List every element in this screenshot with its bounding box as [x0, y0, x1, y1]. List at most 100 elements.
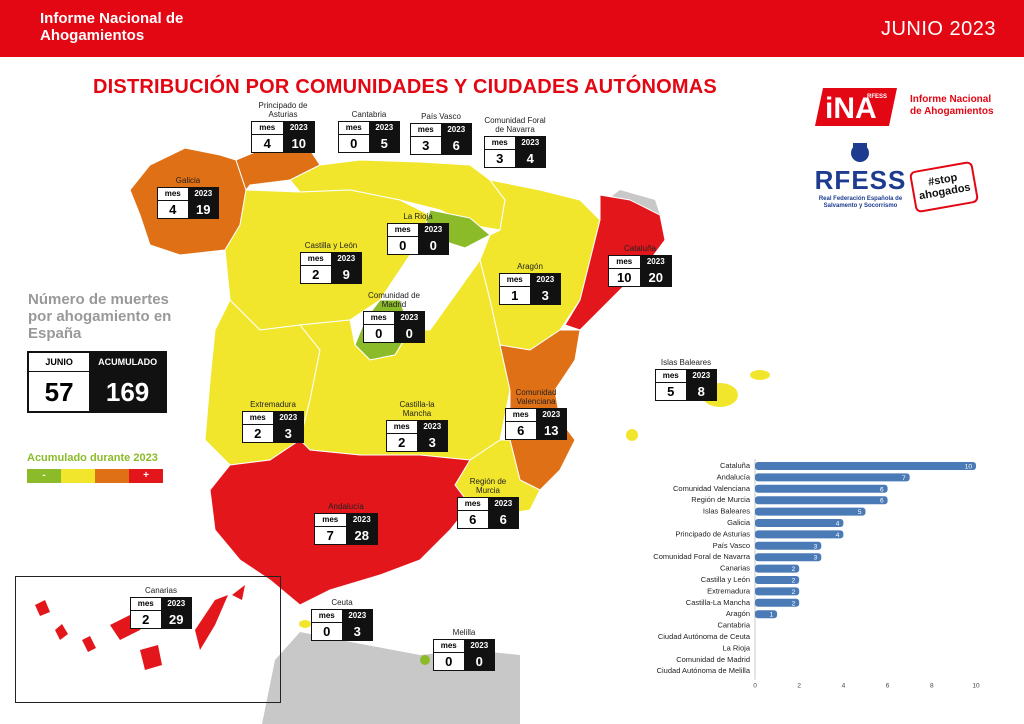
region-table: Castilla y León mes 2023 2 9: [300, 241, 362, 284]
summary-table: JUNIO ACUMULADO 2023 57 169: [27, 351, 167, 413]
region-table: Castilla-la Mancha mes 2023 2 3: [386, 400, 448, 452]
year-header: 2023: [188, 188, 218, 200]
region-values: mes 2023 0 3: [311, 609, 373, 641]
year-value: 19: [188, 200, 218, 218]
ina-mark: iNA: [825, 92, 877, 125]
region-values: mes 2023 7 28: [314, 513, 378, 545]
region-table: Aragón mes 2023 1 3: [499, 262, 561, 305]
mes-value: 2: [131, 610, 162, 628]
region-name: Región de Murcia: [469, 477, 507, 495]
region-name: Principado de Asturias: [258, 101, 308, 119]
bar-category-label: Ciudad Autónoma de Melilla: [657, 666, 751, 675]
region-name: Castilla-la Mancha: [399, 400, 435, 418]
region-values: mes 2023 4 19: [157, 187, 219, 219]
year-header: 2023: [515, 137, 545, 149]
region-name: Cataluña: [623, 244, 657, 253]
bar-category-label: Aragón: [726, 609, 750, 618]
region-table: Comunidad de Madrid mes 2023 0 0: [363, 291, 425, 343]
summary-accum-value: 169: [90, 371, 165, 411]
region-name: Ceuta: [331, 598, 353, 607]
region-shape-canarias-2: [55, 624, 68, 640]
region-values: mes 2023 2 29: [130, 597, 192, 629]
region-table: La Rioja mes 2023 0 0: [387, 212, 449, 255]
region-shape-melilla: [420, 655, 430, 665]
bar-value-label: 2: [792, 578, 796, 585]
rfess-logo: RFESS Real Federación Española de Salvam…: [813, 141, 908, 210]
year-value: 28: [346, 526, 377, 544]
region-values: mes 2023 3 4: [484, 136, 546, 168]
region-values: mes 2023 1 3: [499, 273, 561, 305]
region-values: mes 2023 4 10: [251, 121, 315, 153]
region-name: Canarias: [144, 586, 177, 595]
legend-scale: - +: [27, 469, 163, 483]
region-name: Comunidad Foral de Navarra: [484, 116, 546, 134]
region-values: mes 2023 0 0: [363, 311, 425, 343]
mes-value: 0: [434, 652, 465, 670]
mes-value: 6: [458, 510, 489, 528]
region-values: mes 2023 2 3: [386, 420, 448, 452]
x-tick-label: 0: [753, 683, 757, 690]
bar: [755, 496, 888, 505]
region-name: Galicia: [175, 176, 201, 185]
bar-category-label: Islas Baleares: [703, 507, 750, 516]
summary-month-value: 57: [29, 371, 91, 411]
year-header: 2023: [394, 312, 424, 324]
mes-value: 0: [364, 324, 395, 342]
year-value: 10: [283, 134, 314, 152]
header-bar: Informe Nacional de Ahogamientos JUNIO 2…: [0, 0, 1024, 57]
region-shape-ibiza: [626, 429, 638, 441]
mes-value: 6: [506, 421, 537, 439]
region-table: Comunidad Foral de Navarra mes 2023 3 4: [484, 116, 546, 168]
mes-value: 4: [158, 200, 189, 218]
year-value: 13: [536, 421, 566, 439]
bar-value-label: 2: [792, 600, 796, 607]
legend-title: Acumulado durante 2023: [27, 452, 158, 464]
bar-category-label: Castilla y León: [701, 575, 750, 584]
page-title: DISTRIBUCIÓN POR COMUNIDADES Y CIUDADES …: [93, 76, 717, 98]
region-name: Aragón: [517, 262, 543, 271]
region-table: Cataluña mes 2023 10 20: [608, 244, 672, 287]
year-value: 0: [394, 324, 424, 342]
bar-value-label: 6: [880, 498, 884, 505]
mes-value: 0: [388, 236, 419, 254]
region-table: Cantabria mes 2023 0 5: [338, 110, 400, 153]
mes-header: mes: [500, 274, 531, 286]
region-values: mes 2023 0 0: [387, 223, 449, 255]
bar-value-label: 1: [769, 612, 773, 619]
x-tick-label: 2: [797, 683, 801, 690]
mes-header: mes: [434, 640, 465, 652]
mes-value: 7: [315, 526, 347, 544]
region-name: Extremadura: [250, 400, 296, 409]
year-header: 2023: [441, 124, 471, 136]
region-name: Cantabria: [351, 110, 387, 119]
region-values: mes 2023 5 8: [655, 369, 717, 401]
year-header: 2023: [488, 498, 518, 510]
mes-value: 2: [387, 433, 418, 451]
bar-category-label: Comunidad Valenciana: [673, 484, 751, 493]
bar-category-label: Comunidad Foral de Navarra: [653, 552, 751, 561]
bar: [755, 598, 800, 607]
year-value: 3: [342, 622, 372, 640]
bar-value-label: 3: [814, 555, 818, 562]
year-value: 3: [417, 433, 447, 451]
mes-header: mes: [315, 514, 347, 526]
bar: [755, 587, 800, 596]
rfess-name: RFESS: [814, 165, 907, 195]
year-value: 5: [369, 134, 399, 152]
region-table: Galicia mes 2023 4 19: [157, 176, 219, 219]
region-values: mes 2023 3 6: [410, 123, 472, 155]
region-shape-canarias-3: [82, 636, 96, 652]
region-values: mes 2023 0 0: [433, 639, 495, 671]
x-tick-label: 8: [930, 683, 934, 690]
region-shape-canarias-7: [232, 585, 245, 600]
region-values: mes 2023 6 13: [505, 408, 567, 440]
year-value: 9: [331, 265, 361, 283]
mes-header: mes: [131, 598, 162, 610]
mes-header: mes: [312, 610, 343, 622]
mes-header: mes: [158, 188, 189, 200]
region-shape-menorca: [750, 370, 770, 380]
bar-category-label: Comunidad de Madrid: [676, 655, 750, 664]
year-value: 0: [464, 652, 494, 670]
year-header: 2023: [640, 256, 671, 268]
